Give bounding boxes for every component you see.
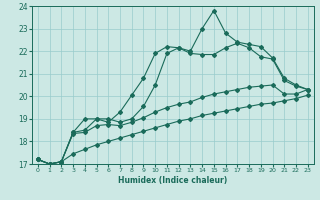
X-axis label: Humidex (Indice chaleur): Humidex (Indice chaleur): [118, 176, 228, 185]
